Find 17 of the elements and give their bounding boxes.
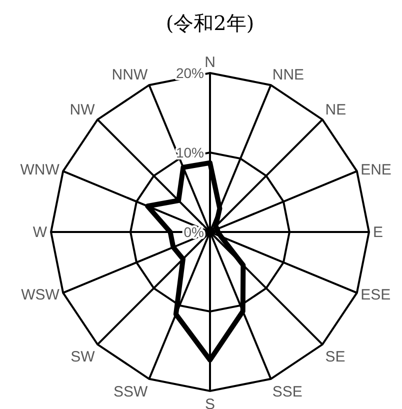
spoke-label: SSW: [113, 384, 148, 401]
spoke-label: NE: [325, 102, 346, 119]
chart-title: (令和2年): [166, 11, 254, 35]
spoke-label: E: [373, 224, 384, 241]
spoke-label: ESE: [360, 286, 391, 304]
spoke-label: SW: [70, 348, 96, 366]
spoke-label: W: [32, 224, 48, 241]
spoke-label: SSE: [272, 384, 302, 401]
spoke-label: NW: [70, 102, 96, 119]
spoke-label: WSW: [21, 286, 60, 304]
spoke-label: NNW: [112, 66, 148, 84]
spoke-label: ENE: [360, 162, 392, 179]
spoke-label: WNW: [20, 162, 60, 179]
spoke-label: SE: [325, 348, 346, 366]
spoke-label: NNE: [272, 66, 304, 84]
spoke-label: S: [204, 396, 216, 409]
spoke-label: N: [204, 54, 216, 71]
